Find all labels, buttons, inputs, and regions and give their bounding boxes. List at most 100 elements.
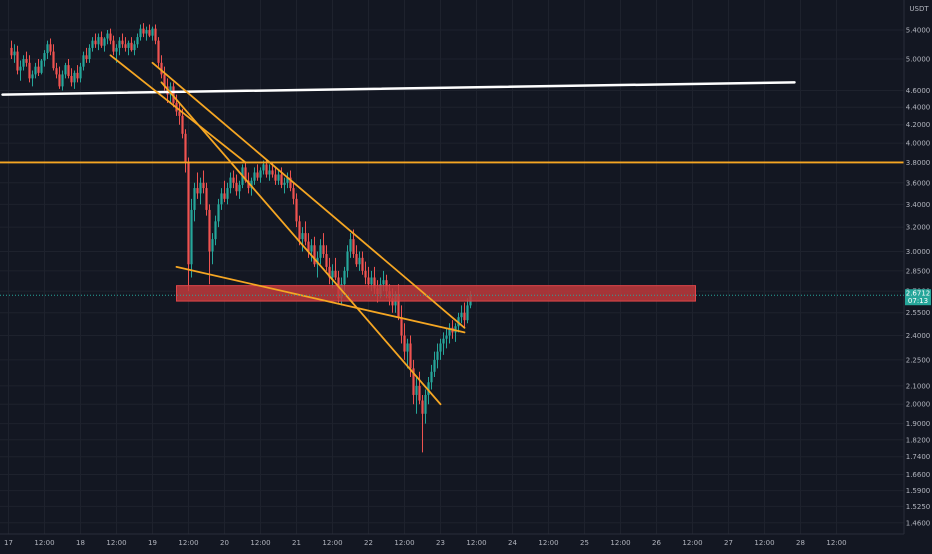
trendlines (0, 54, 904, 406)
candle-body (442, 338, 445, 344)
candle-body (361, 257, 364, 271)
price-tick-label: 1.7400 (906, 453, 931, 461)
candle-body (256, 172, 259, 178)
candle-body (139, 28, 142, 38)
candle-body (160, 62, 163, 75)
zones (176, 285, 696, 302)
price-tick-label: 2.8500 (906, 267, 931, 275)
candle-body (418, 385, 421, 401)
candle-body (103, 38, 106, 46)
candle-body (310, 245, 313, 252)
candle-body (154, 28, 157, 41)
candle-body (31, 74, 34, 79)
candle-body (187, 162, 190, 265)
candle-body (169, 86, 172, 95)
candle-body (406, 343, 409, 352)
time-tick-label: 28 (796, 539, 805, 547)
current-price-tag: 2.6712 07:13 (0, 289, 931, 306)
time-tick-label: 12:00 (610, 539, 630, 547)
candle-body (436, 351, 439, 360)
candle-body (331, 270, 334, 278)
price-tick-label: 5.4000 (906, 27, 931, 35)
candle-body (34, 66, 37, 75)
time-tick-label: 12:00 (106, 539, 126, 547)
time-tick-label: 12:00 (322, 539, 342, 547)
price-tick-label: 2.4000 (906, 332, 931, 340)
time-axis[interactable]: 17 12:00 18 12:00 19 12:00 20 12:00 21 12:00 22 12:… (4, 539, 847, 547)
candle-body (292, 188, 295, 199)
time-tick-label: 12:00 (178, 539, 198, 547)
time-tick-label: 27 (724, 539, 733, 547)
time-axis-background (0, 534, 932, 550)
price-tick-label: 3.4000 (906, 201, 931, 209)
candle-body (283, 182, 286, 185)
candle-countdown: 07:13 (908, 297, 928, 305)
price-tick-label: 1.4600 (906, 519, 931, 527)
candle-body (244, 167, 247, 181)
candle-body (307, 241, 310, 252)
time-tick-label: 23 (436, 539, 445, 547)
trend-line (160, 81, 442, 406)
candle-body (367, 277, 370, 285)
candle-body (196, 188, 199, 194)
candle-body (67, 65, 70, 76)
candle-body (373, 277, 376, 289)
candle-body (226, 188, 229, 199)
candle-body (289, 177, 292, 189)
candle-body (157, 40, 160, 63)
candle-body (121, 40, 124, 45)
price-tick-label: 2.5500 (906, 309, 931, 317)
time-tick-label: 12:00 (754, 539, 774, 547)
candle-body (208, 209, 211, 252)
currency-label: USDT (909, 5, 929, 13)
candle-body (73, 72, 76, 83)
price-axis[interactable]: 5.4000 5.0000 4.6000 4.4000 4.2000 4.0000 3.80… (906, 27, 931, 528)
candle-body (19, 66, 22, 71)
candle-body (163, 74, 166, 87)
candle-body (76, 72, 79, 79)
candle-body (55, 68, 58, 75)
candle-body (220, 193, 223, 205)
candle-body (190, 209, 193, 265)
time-tick-label: 12:00 (250, 539, 270, 547)
price-tick-label: 3.8000 (906, 159, 931, 167)
price-tick-label: 5.0000 (906, 56, 931, 64)
candle-body (130, 42, 133, 51)
candle-body (136, 37, 139, 45)
candle-body (37, 66, 40, 73)
price-tick-label: 1.6600 (906, 471, 931, 479)
candle-body (346, 251, 349, 271)
candle-body (145, 30, 148, 34)
candle-body (349, 239, 352, 252)
candle-body (448, 327, 451, 336)
candle-body (271, 170, 274, 175)
candle-body (10, 47, 13, 56)
current-price-value: 2.6712 (906, 290, 931, 298)
candle-body (415, 385, 418, 395)
candle-body (424, 394, 427, 414)
candle-body (328, 266, 331, 278)
candle-body (214, 221, 217, 240)
price-tick-label: 3.2000 (906, 224, 931, 232)
candle-body (88, 47, 91, 60)
candle-body (70, 75, 73, 83)
candle-body (301, 233, 304, 240)
candle-body (358, 257, 361, 265)
candle-body (13, 51, 16, 56)
candle-body (352, 239, 355, 255)
time-tick-label: 12:00 (34, 539, 54, 547)
candle-body (94, 40, 97, 45)
candle-body (64, 65, 67, 75)
candle-body (343, 270, 346, 285)
price-tick-label: 4.2000 (906, 121, 931, 129)
candle-body (433, 359, 436, 372)
candle-body (82, 55, 85, 67)
time-tick-label: 25 (580, 539, 589, 547)
price-tick-label: 4.4000 (906, 104, 931, 112)
candle-body (115, 47, 118, 52)
candle-body (304, 233, 307, 242)
trend-line (151, 61, 466, 329)
candle-body (235, 182, 238, 192)
